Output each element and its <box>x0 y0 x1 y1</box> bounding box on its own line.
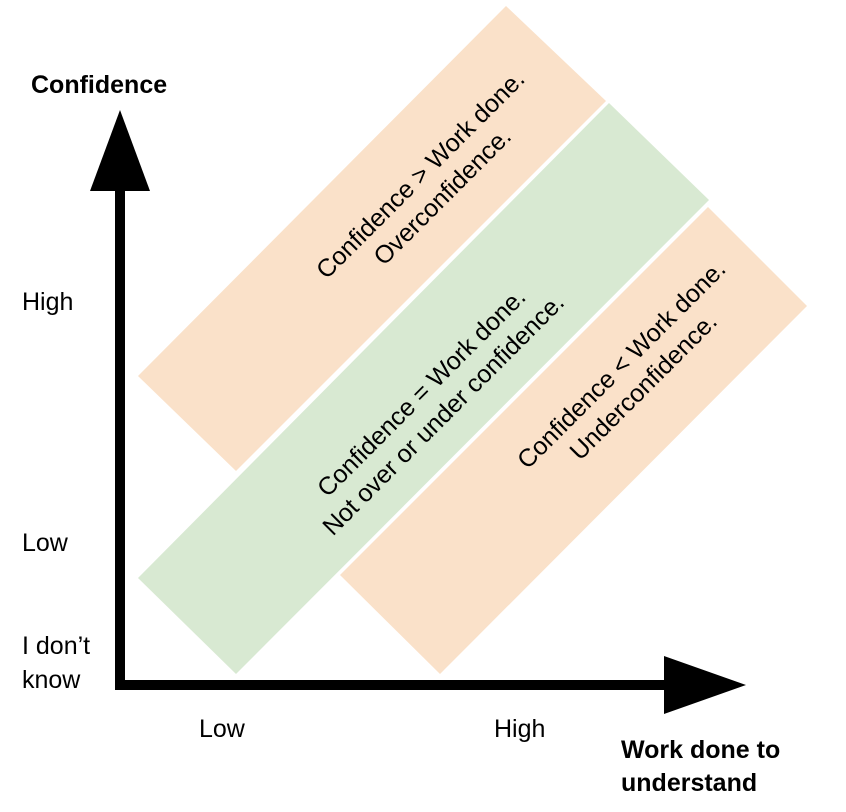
underconfidence-band <box>340 207 807 674</box>
y-tick-low: Low <box>22 529 68 557</box>
y-tick-high: High <box>22 288 74 316</box>
y-tick-idk-line2: know <box>22 666 81 694</box>
x-axis-arrowhead <box>664 656 746 714</box>
calibrated-band <box>138 103 709 674</box>
y-axis-arrowhead <box>90 110 150 191</box>
y-axis-title: Confidence <box>31 71 168 99</box>
x-tick-high: High <box>494 715 546 743</box>
x-axis-title-line1: Work done to <box>621 736 781 764</box>
y-tick-idk-line1: I don’t <box>22 632 91 660</box>
x-axis-title-line2: understand <box>621 769 758 797</box>
overconfidence-band <box>138 6 606 471</box>
x-tick-low: Low <box>199 715 245 743</box>
